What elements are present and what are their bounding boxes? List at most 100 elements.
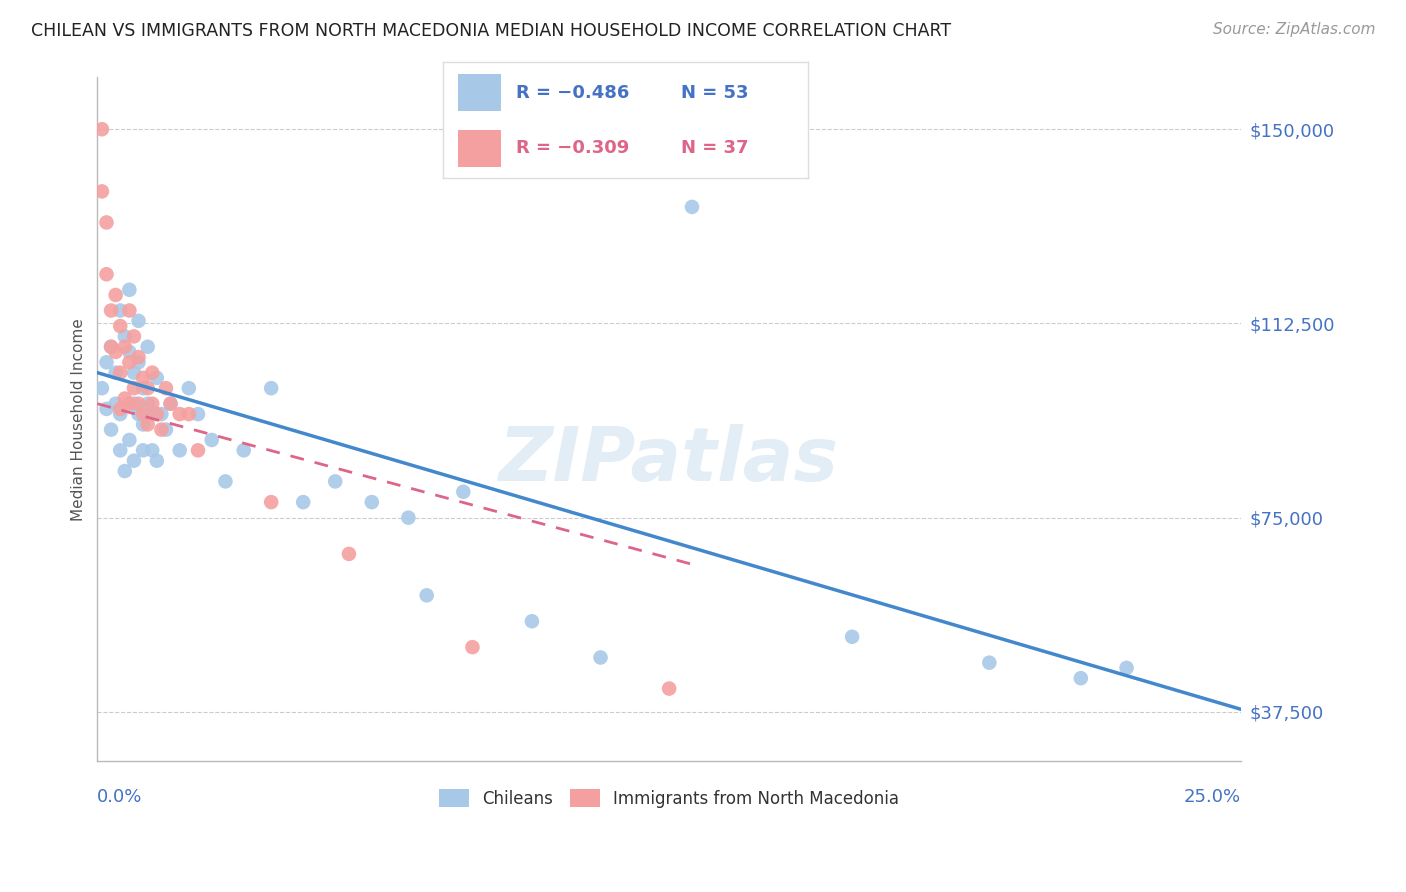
- Point: [681, 200, 703, 214]
- Point: [155, 381, 177, 395]
- Point: [232, 443, 254, 458]
- Point: [96, 267, 118, 281]
- Point: [110, 401, 132, 416]
- Point: [100, 303, 122, 318]
- Point: [136, 381, 159, 395]
- Point: [159, 397, 181, 411]
- Point: [136, 340, 159, 354]
- Point: [292, 495, 315, 509]
- Point: [96, 215, 118, 229]
- Point: [110, 407, 132, 421]
- Point: [589, 650, 612, 665]
- Point: [136, 397, 159, 411]
- Point: [118, 345, 141, 359]
- Point: [132, 381, 155, 395]
- Point: [114, 340, 136, 354]
- Point: [114, 392, 136, 406]
- Point: [461, 640, 484, 654]
- Text: 25.0%: 25.0%: [1184, 789, 1241, 806]
- Text: Source: ZipAtlas.com: Source: ZipAtlas.com: [1212, 22, 1375, 37]
- Point: [122, 329, 145, 343]
- Point: [658, 681, 681, 696]
- Point: [260, 381, 283, 395]
- Point: [104, 288, 127, 302]
- Point: [132, 443, 155, 458]
- Point: [453, 484, 475, 499]
- Point: [1070, 671, 1092, 685]
- Point: [110, 319, 132, 334]
- Point: [128, 314, 150, 328]
- Point: [141, 366, 163, 380]
- Point: [118, 303, 141, 318]
- Point: [150, 423, 173, 437]
- Point: [118, 397, 141, 411]
- Point: [110, 303, 132, 318]
- Point: [136, 417, 159, 432]
- Point: [100, 423, 122, 437]
- Point: [159, 397, 181, 411]
- Point: [132, 371, 155, 385]
- Text: ZIPatlas: ZIPatlas: [499, 424, 839, 497]
- Point: [169, 407, 191, 421]
- Point: [110, 443, 132, 458]
- Point: [841, 630, 863, 644]
- Point: [128, 407, 150, 421]
- Point: [90, 122, 112, 136]
- Point: [323, 475, 346, 489]
- Point: [1115, 661, 1137, 675]
- Point: [90, 381, 112, 395]
- Y-axis label: Median Household Income: Median Household Income: [72, 318, 86, 521]
- Point: [90, 185, 112, 199]
- Point: [260, 495, 283, 509]
- Text: N = 53: N = 53: [681, 84, 748, 102]
- Point: [141, 407, 163, 421]
- Point: [122, 366, 145, 380]
- Text: CHILEAN VS IMMIGRANTS FROM NORTH MACEDONIA MEDIAN HOUSEHOLD INCOME CORRELATION C: CHILEAN VS IMMIGRANTS FROM NORTH MACEDON…: [31, 22, 950, 40]
- Point: [104, 366, 127, 380]
- Point: [118, 283, 141, 297]
- Legend: Chileans, Immigrants from North Macedonia: Chileans, Immigrants from North Macedoni…: [433, 783, 905, 814]
- Point: [100, 340, 122, 354]
- Point: [141, 443, 163, 458]
- Point: [396, 510, 419, 524]
- Point: [118, 433, 141, 447]
- Point: [100, 340, 122, 354]
- Bar: [457, 129, 502, 167]
- Point: [146, 371, 169, 385]
- Point: [141, 397, 163, 411]
- Point: [360, 495, 382, 509]
- Point: [520, 614, 543, 628]
- Point: [96, 401, 118, 416]
- Point: [132, 417, 155, 432]
- Text: 0.0%: 0.0%: [97, 789, 143, 806]
- Point: [132, 407, 155, 421]
- Point: [415, 588, 437, 602]
- Point: [128, 350, 150, 364]
- Point: [214, 475, 236, 489]
- Point: [114, 329, 136, 343]
- Point: [177, 407, 200, 421]
- Point: [201, 433, 224, 447]
- Point: [104, 345, 127, 359]
- Text: N = 37: N = 37: [681, 139, 748, 157]
- Point: [337, 547, 360, 561]
- Point: [169, 443, 191, 458]
- Point: [96, 355, 118, 369]
- Point: [128, 355, 150, 369]
- Point: [187, 443, 209, 458]
- Point: [177, 381, 200, 395]
- Point: [104, 397, 127, 411]
- Point: [110, 366, 132, 380]
- Point: [146, 407, 169, 421]
- Point: [118, 355, 141, 369]
- Point: [122, 453, 145, 467]
- Point: [155, 423, 177, 437]
- Text: R = −0.309: R = −0.309: [516, 139, 630, 157]
- Text: R = −0.486: R = −0.486: [516, 84, 630, 102]
- Point: [122, 397, 145, 411]
- Point: [122, 381, 145, 395]
- Point: [146, 453, 169, 467]
- Point: [979, 656, 1001, 670]
- Point: [150, 407, 173, 421]
- Point: [114, 464, 136, 478]
